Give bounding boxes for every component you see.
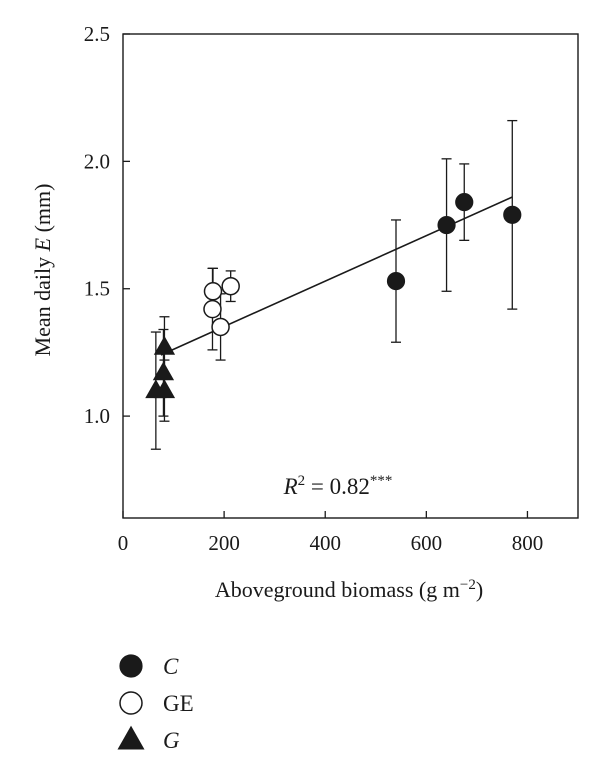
- data-point-ge: [203, 299, 222, 319]
- y-tick-label: 2.5: [84, 22, 110, 46]
- x-tick-label: 600: [411, 531, 443, 555]
- x-axis-title: Aboveground biomass (g m−2): [215, 577, 483, 602]
- axis-ticks: 0 200 400 600 800 1.0 1.5 2.0 2.5: [84, 22, 543, 555]
- legend-label-c: C: [163, 654, 179, 679]
- plot-frame: [122, 33, 579, 519]
- data-point-g: [153, 336, 176, 355]
- data-point-c: [503, 205, 522, 224]
- legend-marker-ge: [119, 691, 143, 715]
- legend-marker-c: [119, 654, 143, 678]
- legend: C GE G: [117, 654, 194, 753]
- x-tick-label: 200: [208, 531, 240, 555]
- data-point-c: [455, 193, 474, 212]
- x-tick-label: 800: [512, 531, 544, 555]
- data-point-g: [153, 379, 176, 399]
- legend-label-ge: GE: [163, 691, 194, 716]
- x-tick-label: 0: [118, 531, 129, 555]
- data-point-c: [437, 215, 456, 235]
- y-axis-title: Mean daily E (mm): [30, 184, 55, 357]
- data-point-g: [152, 361, 175, 381]
- x-tick-label: 400: [309, 531, 341, 555]
- y-tick-label: 1.5: [84, 277, 110, 301]
- y-tick-label: 2.0: [84, 149, 110, 173]
- data-point-ge: [203, 282, 223, 301]
- r-squared-annotation: R2 = 0.82***: [283, 473, 393, 499]
- plot-area: [122, 33, 579, 519]
- data-point-c: [386, 271, 406, 291]
- data-point-ge: [221, 276, 240, 296]
- data-point-ge: [211, 317, 230, 337]
- y-tick-label: 1.0: [84, 404, 110, 428]
- legend-label-g: G: [163, 728, 180, 753]
- legend-marker-g: [117, 725, 145, 750]
